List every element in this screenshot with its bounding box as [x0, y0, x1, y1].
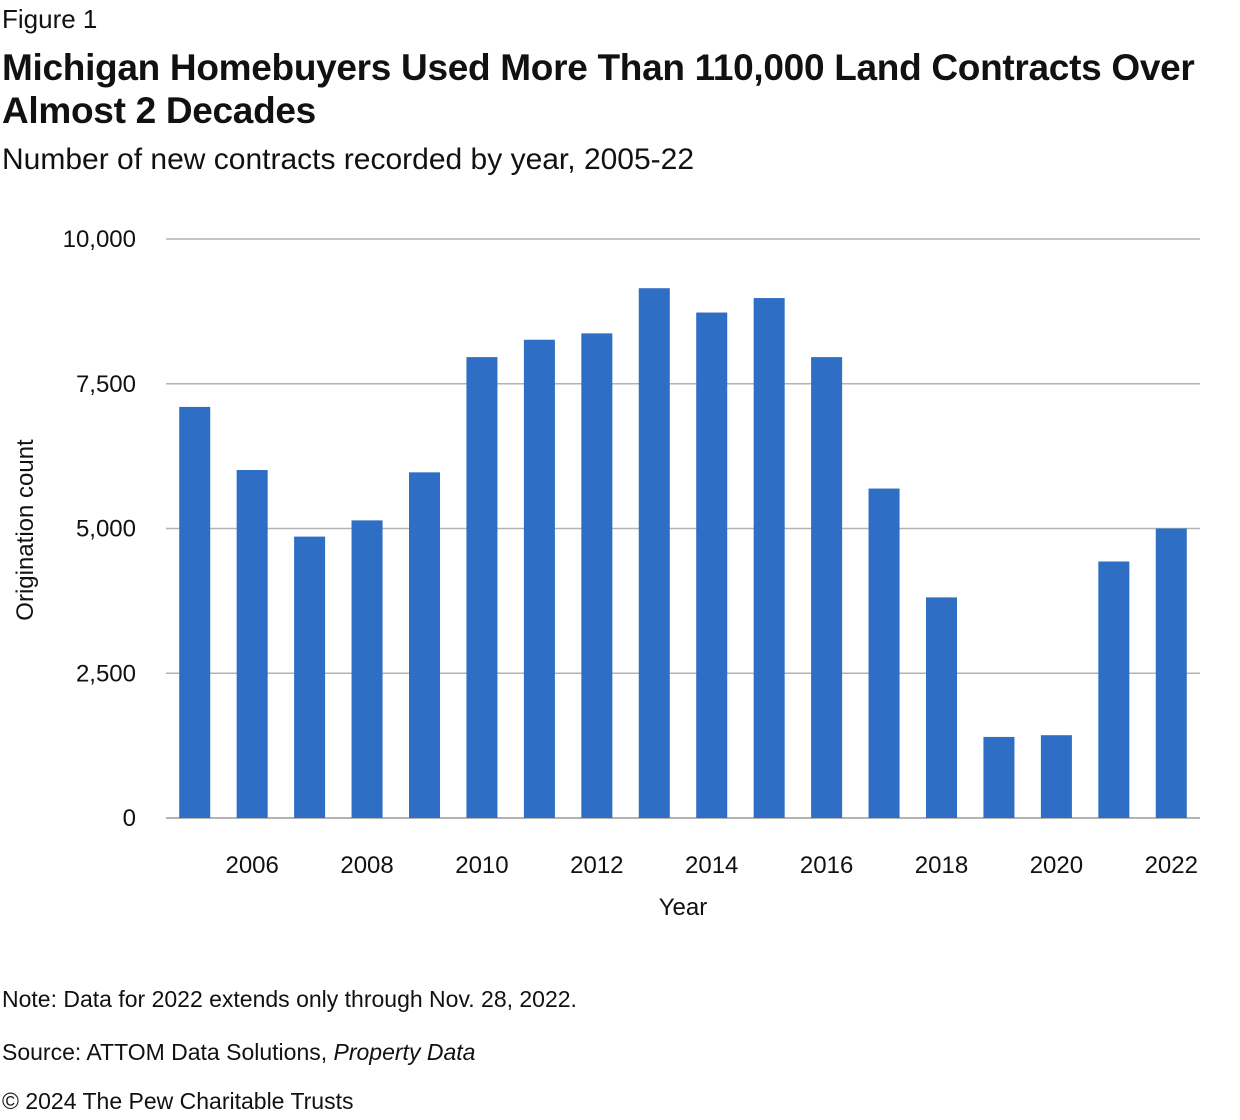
x-tick-label: 2008 — [340, 852, 393, 879]
bar-2015 — [753, 298, 785, 819]
bar-2005 — [179, 406, 211, 818]
x-tick-label: 2014 — [685, 852, 738, 879]
y-tick-label: 10,000 — [63, 226, 136, 253]
bar-2020 — [1040, 735, 1072, 818]
bar-2006 — [236, 470, 268, 818]
y-tick-label: 2,500 — [76, 660, 136, 687]
bar-2012 — [581, 333, 613, 818]
gridlines — [166, 238, 1200, 819]
bar-2016 — [811, 357, 843, 818]
y-tick-label: 7,500 — [76, 371, 136, 398]
source-note: Source: ATTOM Data Solutions, Property D… — [2, 1039, 475, 1066]
source-title: Property Data — [333, 1039, 476, 1065]
x-tick-label: 2022 — [1145, 852, 1198, 879]
copyright: © 2024 The Pew Charitable Trusts — [2, 1088, 354, 1114]
y-axis-label: Origination count — [12, 439, 39, 621]
bar-2014 — [696, 312, 728, 818]
bar-2017 — [868, 488, 900, 818]
bar-2013 — [638, 288, 670, 819]
bar-2011 — [523, 339, 555, 818]
bar-2022 — [1155, 528, 1187, 818]
x-tick-label: 2020 — [1030, 852, 1083, 879]
x-tick-label: 2010 — [455, 852, 508, 879]
bar-2019 — [983, 736, 1015, 818]
x-tick-label: 2016 — [800, 852, 853, 879]
bar-2021 — [1098, 561, 1130, 818]
bar-2007 — [294, 536, 326, 818]
figure-label: Figure 1 — [2, 4, 98, 34]
bars — [179, 288, 1187, 819]
bar-2018 — [925, 597, 958, 818]
x-axis-ticks: 2006 2008 2010 2012 2014 2016 2018 2020 2022 — [225, 852, 1198, 879]
x-tick-label: 2018 — [915, 852, 968, 879]
bar-2010 — [466, 357, 498, 818]
chart-title: Michigan Homebuyers Used More Than 110,0… — [2, 47, 1195, 131]
x-tick-label: 2012 — [570, 852, 623, 879]
y-tick-label: 0 — [123, 805, 136, 832]
y-tick-label: 5,000 — [76, 516, 136, 543]
bar-2008 — [351, 520, 383, 818]
chart-subtitle: Number of new contracts recorded by year… — [2, 143, 695, 176]
source-prefix: Source: ATTOM Data Solutions, — [2, 1039, 334, 1065]
y-axis-ticks: 0 2,500 5,000 7,500 10,000 — [63, 226, 136, 832]
footnote: Note: Data for 2022 extends only through… — [2, 986, 577, 1012]
bar-2009 — [408, 472, 441, 818]
x-tick-label: 2006 — [225, 852, 278, 879]
x-axis-label: Year — [659, 894, 708, 921]
